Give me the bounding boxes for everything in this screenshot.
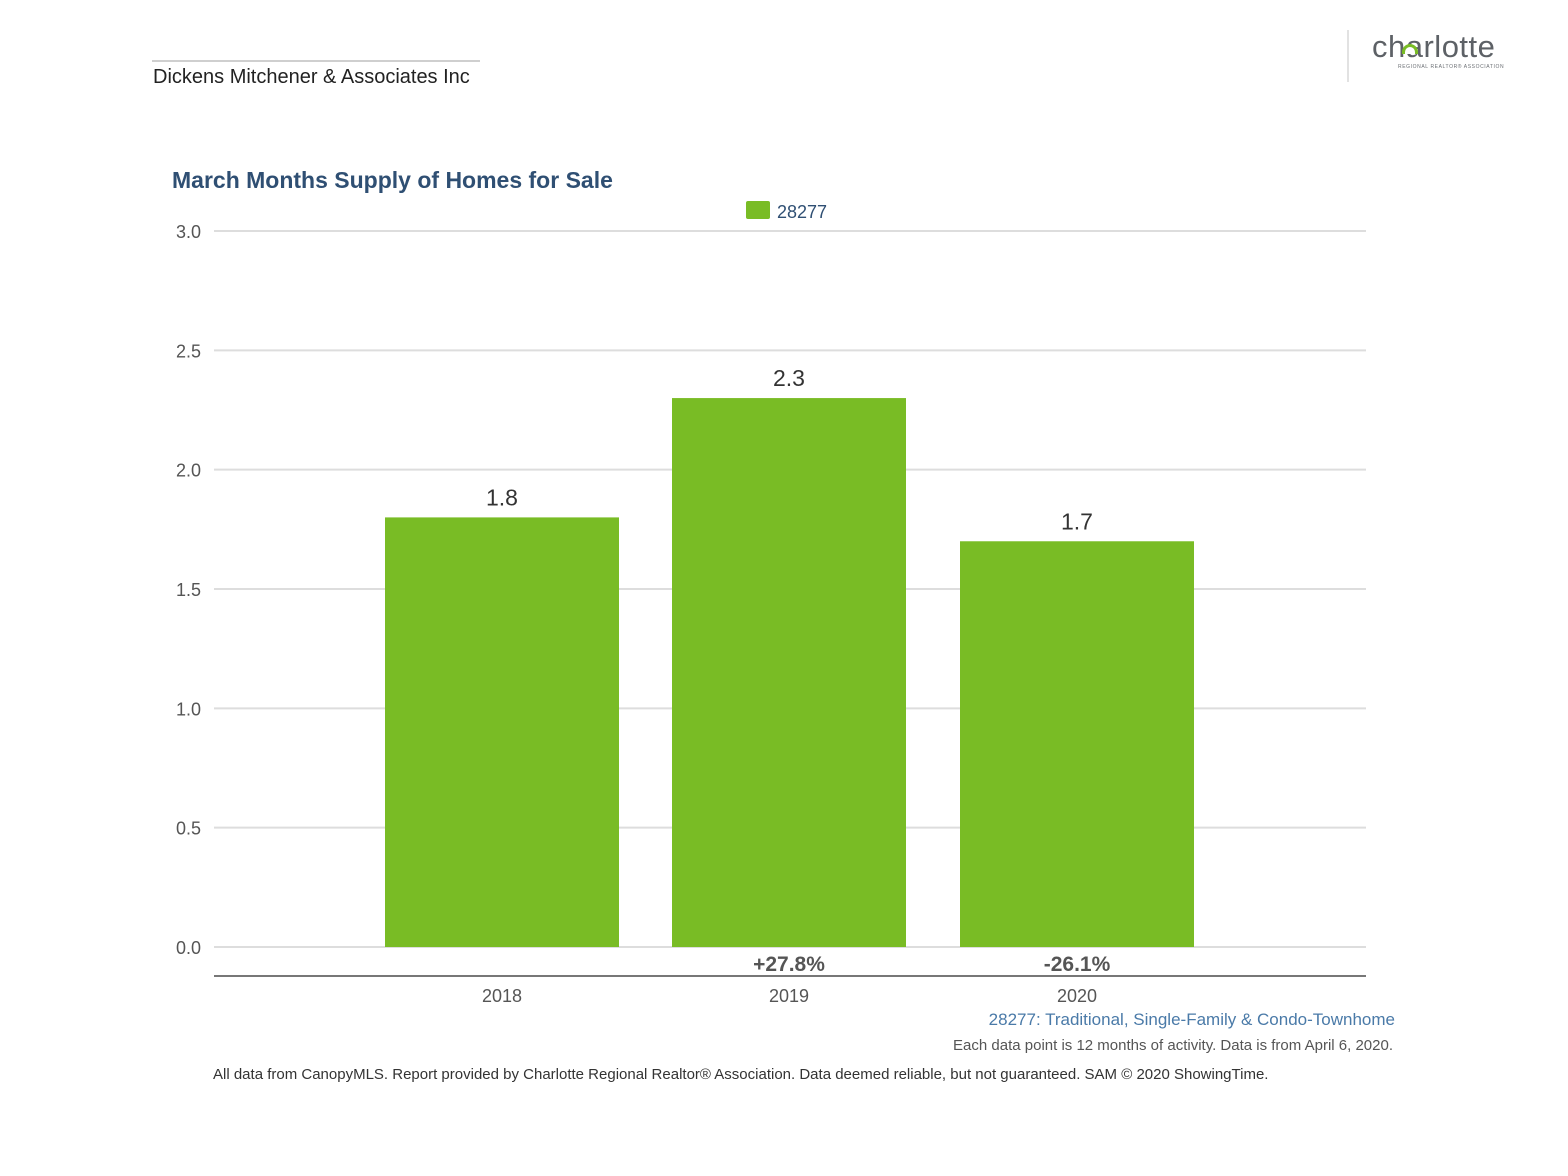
bar-2018: [385, 517, 619, 947]
logo-roof-icon: [1402, 44, 1418, 54]
header-rule: [152, 60, 480, 62]
logo-divider: [1347, 30, 1349, 82]
y-tick-label: 2.5: [176, 341, 201, 361]
legend-swatch: [746, 201, 770, 219]
charlotte-logo: charlotte REGIONAL REALTOR® ASSOCIATION: [1372, 30, 1522, 74]
bar-value-label: 1.7: [1061, 508, 1093, 534]
change-label: -26.1%: [1044, 953, 1111, 976]
y-tick-label: 0.0: [176, 938, 201, 958]
bar-2019: [672, 398, 906, 948]
y-tick-label: 3.0: [176, 222, 201, 242]
chart-title: March Months Supply of Homes for Sale: [172, 167, 613, 193]
data-note: Each data point is 12 months of activity…: [953, 1037, 1393, 1054]
bar-2020: [960, 541, 1194, 947]
footer-disclaimer: All data from CanopyMLS. Report provided…: [213, 1066, 1269, 1083]
x-tick-label: 2019: [769, 986, 809, 1006]
logo-subtitle: REGIONAL REALTOR® ASSOCIATION: [1398, 64, 1505, 70]
legend-label: 28277: [777, 202, 827, 222]
bar-value-label: 1.8: [486, 484, 518, 510]
axis-note: 28277: Traditional, Single-Family & Cond…: [988, 1010, 1395, 1029]
bar-value-label: 2.3: [773, 365, 805, 391]
y-tick-label: 1.0: [176, 699, 201, 719]
company-name: Dickens Mitchener & Associates Inc: [153, 66, 470, 88]
y-tick-label: 2.0: [176, 461, 201, 481]
logo-wordmark: charlotte: [1372, 29, 1496, 64]
change-label: +27.8%: [753, 953, 825, 976]
y-tick-label: 0.5: [176, 819, 201, 839]
x-tick-label: 2020: [1057, 986, 1097, 1006]
y-tick-label: 1.5: [176, 580, 201, 600]
x-tick-label: 2018: [482, 986, 522, 1006]
